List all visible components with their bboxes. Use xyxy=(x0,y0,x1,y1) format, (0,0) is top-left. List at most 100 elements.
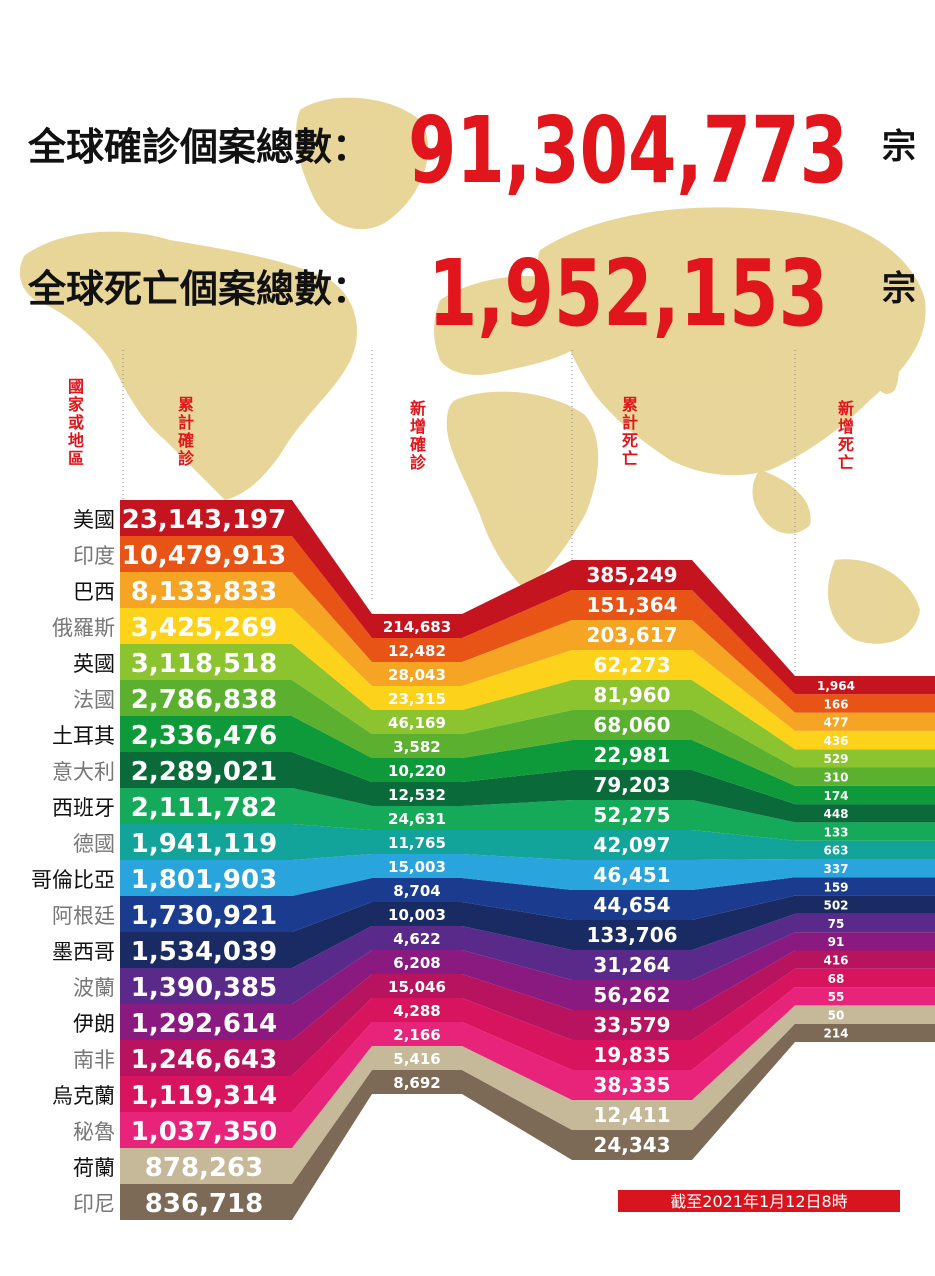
new-cases-label: 10,003 xyxy=(388,906,446,924)
country-label: 英國 xyxy=(73,652,115,676)
new-cases-label: 3,582 xyxy=(393,738,440,756)
column-header-3: 新增確診 xyxy=(410,399,427,472)
cum-deaths-label: 81,960 xyxy=(593,683,670,707)
cum-deaths-label: 31,264 xyxy=(593,953,670,977)
new-cases-label: 4,288 xyxy=(393,1002,440,1020)
ribbon-band xyxy=(120,500,935,695)
country-label: 法國 xyxy=(73,688,115,712)
cum-deaths-label: 52,275 xyxy=(593,803,670,827)
cum-cases-label: 1,730,921 xyxy=(131,901,277,931)
cum-deaths-label: 12,411 xyxy=(593,1103,670,1127)
country-label: 意大利 xyxy=(52,760,115,784)
ribbon-band xyxy=(120,572,935,731)
new-deaths-label: 50 xyxy=(828,1008,845,1022)
cum-cases-label: 1,246,643 xyxy=(131,1045,277,1075)
country-label: 土耳其 xyxy=(52,724,115,748)
new-cases-label: 24,631 xyxy=(388,810,446,828)
new-cases-label: 214,683 xyxy=(383,618,451,636)
new-deaths-label: 133 xyxy=(823,825,848,839)
column-header-1: 國家或地區 xyxy=(68,377,85,468)
new-cases-label: 2,166 xyxy=(393,1026,440,1044)
cum-cases-label: 1,801,903 xyxy=(131,865,277,895)
new-deaths-label: 75 xyxy=(828,917,845,931)
new-cases-label: 23,315 xyxy=(388,690,446,708)
cum-cases-label: 1,037,350 xyxy=(131,1117,277,1147)
new-cases-label: 12,482 xyxy=(388,642,446,660)
new-deaths-label: 68 xyxy=(828,972,845,986)
new-deaths-label: 448 xyxy=(823,807,848,821)
new-cases-label: 8,692 xyxy=(393,1074,440,1092)
map-asia xyxy=(537,207,926,476)
column-header-text: 國家或地區 xyxy=(68,377,85,468)
country-label: 美國 xyxy=(73,508,115,532)
confirmed-value: 91,304,773 xyxy=(408,97,848,204)
new-deaths-label: 529 xyxy=(823,752,848,766)
new-deaths-label: 416 xyxy=(823,954,848,968)
deaths-label: 全球死亡個案總數： xyxy=(27,267,370,311)
cum-cases-label: 3,425,269 xyxy=(131,613,277,643)
world-map-background xyxy=(19,97,926,700)
country-label: 荷蘭 xyxy=(73,1156,115,1180)
new-deaths-label: 1,964 xyxy=(817,679,855,693)
ribbon-band xyxy=(120,1023,935,1220)
new-cases-label: 6,208 xyxy=(393,954,440,972)
cum-deaths-label: 24,343 xyxy=(593,1133,670,1157)
cum-cases-label: 878,263 xyxy=(145,1153,263,1183)
cum-deaths-label: 79,203 xyxy=(593,773,670,797)
new-deaths-label: 91 xyxy=(828,935,845,949)
new-cases-label: 8,704 xyxy=(393,882,440,900)
country-label: 阿根廷 xyxy=(52,904,115,928)
new-deaths-label: 310 xyxy=(823,771,848,785)
ribbon-band xyxy=(120,854,935,896)
new-deaths-label: 174 xyxy=(823,789,848,803)
cum-deaths-label: 33,579 xyxy=(593,1013,670,1037)
map-japan xyxy=(871,330,900,394)
ribbon-band xyxy=(120,895,935,968)
country-labels: 美國印度巴西俄羅斯英國法國土耳其意大利西班牙德國哥倫比亞阿根廷墨西哥波蘭伊朗南非… xyxy=(31,508,115,1216)
column-header-5: 新增死亡 xyxy=(838,399,854,472)
cum-deaths-label: 44,654 xyxy=(593,893,670,917)
new-cases-label: 46,169 xyxy=(388,714,446,732)
new-deaths-label: 663 xyxy=(823,844,848,858)
column-headers: 國家或地區 累計確診 新增確診 累計死亡 新增死亡 xyxy=(68,377,854,472)
cum-cases-label: 2,336,476 xyxy=(131,721,277,751)
cum-cases-label: 10,479,913 xyxy=(122,541,286,571)
map-north-america xyxy=(19,231,358,500)
new-cases-label: 15,046 xyxy=(388,978,446,996)
ribbon-band xyxy=(120,680,935,786)
column-header-4: 累計死亡 xyxy=(622,395,638,468)
ribbon-band xyxy=(120,877,935,932)
new-cases-label: 12,532 xyxy=(388,786,446,804)
cum-deaths-label: 151,364 xyxy=(586,593,677,617)
new-cases-label: 11,765 xyxy=(388,834,446,852)
map-greenland xyxy=(295,97,429,230)
cum-cases-label: 2,786,838 xyxy=(131,685,277,715)
column-header-text: 累計死亡 xyxy=(622,395,638,468)
cum-cases-label: 23,143,197 xyxy=(122,505,286,535)
cum-cases-label: 1,119,314 xyxy=(131,1081,277,1111)
cum-deaths-label: 385,249 xyxy=(586,563,677,587)
country-label: 墨西哥 xyxy=(52,940,115,964)
cum-deaths-label: 38,335 xyxy=(593,1073,670,1097)
confirmed-unit: 宗 xyxy=(882,127,916,167)
map-africa xyxy=(446,391,599,590)
new-deaths-label: 436 xyxy=(823,734,848,748)
deaths-unit: 宗 xyxy=(882,269,916,309)
cum-deaths-label: 56,262 xyxy=(593,983,670,1007)
cum-deaths-label: 22,981 xyxy=(593,743,670,767)
map-australia xyxy=(827,559,920,644)
country-label: 波蘭 xyxy=(73,976,115,1000)
ribbon-band xyxy=(120,968,935,1112)
cum-cases-label: 836,718 xyxy=(145,1189,263,1219)
country-label: 俄羅斯 xyxy=(52,616,115,640)
ribbon-band xyxy=(120,987,935,1148)
cum-cases-label: 3,118,518 xyxy=(131,649,277,679)
new-deaths-label: 55 xyxy=(828,990,845,1004)
new-deaths-label: 166 xyxy=(823,697,848,711)
column-header-text: 新增確診 xyxy=(410,399,427,472)
cum-deaths-label: 19,835 xyxy=(593,1043,670,1067)
country-label: 哥倫比亞 xyxy=(31,868,115,892)
ribbon-band xyxy=(120,950,935,1076)
as-of-text: 截至2021年1月12日8時 xyxy=(670,1192,847,1211)
